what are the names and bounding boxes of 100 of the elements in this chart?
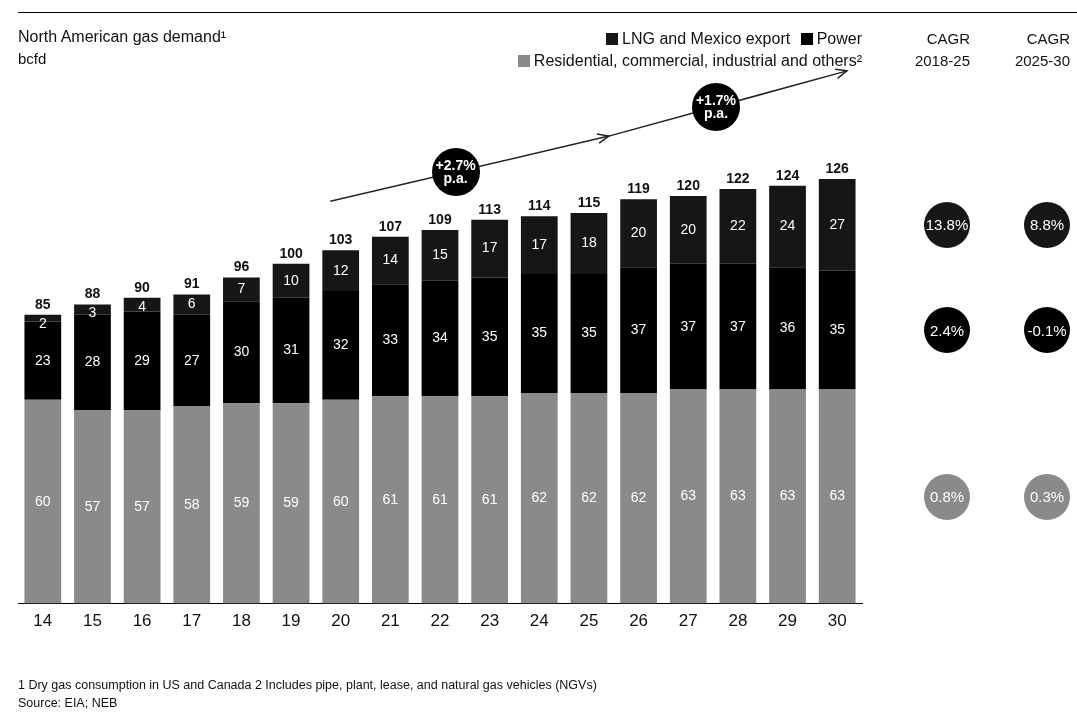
x-tick-label: 29 bbox=[778, 611, 797, 631]
data-label: 12 bbox=[332, 261, 349, 278]
data-label: 20 bbox=[630, 224, 647, 241]
data-label: 61 bbox=[481, 490, 498, 507]
x-tick-label: 22 bbox=[430, 611, 450, 631]
bar bbox=[223, 301, 260, 404]
data-label: 58 bbox=[183, 495, 200, 512]
data-label: 27 bbox=[183, 351, 200, 368]
x-tick-label: 16 bbox=[132, 611, 152, 631]
data-label: 59 bbox=[283, 494, 300, 511]
chart-title: North American gas demand¹ bbox=[18, 28, 227, 46]
x-tick-label: 27 bbox=[678, 611, 698, 631]
data-label: 62 bbox=[581, 489, 597, 506]
legend-label: LNG and Mexico export bbox=[621, 30, 791, 47]
data-label: 61 bbox=[432, 490, 448, 507]
chart-subtitle: bcfd bbox=[18, 50, 47, 67]
data-label: 8.8% bbox=[1024, 201, 1070, 248]
bar bbox=[421, 396, 459, 604]
x-tick-label: 15 bbox=[83, 611, 102, 631]
data-label: 28 bbox=[84, 353, 101, 370]
data-label: 60 bbox=[332, 492, 349, 509]
total-label: 113 bbox=[478, 200, 502, 217]
data-label: 35 bbox=[531, 324, 548, 341]
x-tick-label: 19 bbox=[281, 611, 301, 631]
text: +1.7% p.a. bbox=[691, 82, 740, 131]
bar bbox=[272, 403, 310, 604]
annotation: +2.7% p.a. bbox=[431, 147, 480, 196]
bar bbox=[818, 178, 856, 271]
data-label: 63 bbox=[829, 487, 846, 504]
bar bbox=[421, 229, 459, 281]
x-tick-label: 21 bbox=[380, 611, 400, 631]
data-label: 3 bbox=[88, 304, 97, 321]
bar bbox=[173, 406, 211, 604]
data-label: 32 bbox=[332, 336, 349, 353]
bar bbox=[669, 389, 707, 604]
data-label: 24 bbox=[779, 217, 796, 234]
data-label: 36 bbox=[779, 319, 796, 336]
data-label: 62 bbox=[630, 489, 647, 506]
x-tick-label: 14 bbox=[33, 611, 53, 631]
total-label: 96 bbox=[233, 258, 250, 275]
x-tick-label: 24 bbox=[529, 611, 549, 631]
bar bbox=[272, 297, 310, 404]
data-label: 33 bbox=[382, 331, 399, 348]
data-label: 31 bbox=[283, 341, 300, 358]
bar bbox=[719, 263, 757, 390]
x-tick-label: 26 bbox=[629, 611, 649, 631]
bar bbox=[223, 277, 260, 302]
bar bbox=[322, 291, 360, 400]
bar bbox=[471, 219, 509, 278]
data-label: 57 bbox=[134, 497, 151, 514]
bar bbox=[371, 396, 409, 604]
data-label: 7 bbox=[237, 280, 246, 297]
category-label: CAGR 2018-25 bbox=[913, 29, 970, 71]
bar bbox=[669, 195, 707, 264]
bar bbox=[570, 212, 608, 275]
x-tick-label: 23 bbox=[480, 611, 500, 631]
total-label: 91 bbox=[183, 275, 200, 292]
bar bbox=[421, 280, 459, 397]
data-label: 57 bbox=[84, 497, 101, 514]
bar bbox=[620, 392, 657, 604]
bar bbox=[173, 294, 211, 315]
data-label: 2 bbox=[38, 314, 47, 331]
data-label: 62 bbox=[531, 489, 548, 506]
data-label: -0.1% bbox=[1024, 307, 1070, 354]
data-label: 23 bbox=[35, 351, 51, 368]
bar bbox=[371, 236, 409, 285]
bar bbox=[620, 267, 657, 393]
source-note: Source: EIA; NEB bbox=[18, 696, 118, 710]
x-tick-label: 28 bbox=[728, 611, 748, 631]
x-tick-label: 18 bbox=[231, 611, 251, 631]
x-tick-label: 20 bbox=[331, 611, 351, 631]
bar bbox=[769, 267, 806, 390]
data-label: 0.3% bbox=[1024, 473, 1070, 520]
x-tick-label: 17 bbox=[182, 611, 202, 631]
bar bbox=[620, 199, 657, 268]
data-label: 30 bbox=[233, 343, 250, 360]
data-label: 10 bbox=[283, 271, 300, 288]
data-label: 59 bbox=[233, 494, 250, 511]
data-label: 14 bbox=[382, 251, 399, 268]
x-tick-label: 30 bbox=[827, 611, 847, 631]
bar bbox=[769, 185, 806, 268]
legend-label: Residential, commercial, industrial and others² bbox=[532, 52, 862, 69]
data-label: 37 bbox=[630, 320, 647, 337]
total-label: 124 bbox=[775, 166, 800, 183]
data-label: 18 bbox=[581, 234, 597, 251]
data-label: 37 bbox=[680, 317, 697, 334]
bar bbox=[520, 392, 558, 604]
bar bbox=[371, 284, 409, 397]
data-label: 63 bbox=[730, 487, 746, 504]
bar bbox=[818, 270, 856, 390]
bar bbox=[123, 311, 161, 410]
data-label: 0.8% bbox=[924, 473, 970, 520]
total-label: 109 bbox=[428, 210, 452, 227]
total-label: 119 bbox=[627, 180, 651, 197]
data-label: 37 bbox=[730, 317, 746, 334]
data-label: 29 bbox=[134, 351, 151, 368]
bar bbox=[173, 314, 211, 407]
bar bbox=[769, 389, 806, 604]
bar bbox=[74, 409, 111, 604]
total-label: 100 bbox=[279, 244, 303, 261]
